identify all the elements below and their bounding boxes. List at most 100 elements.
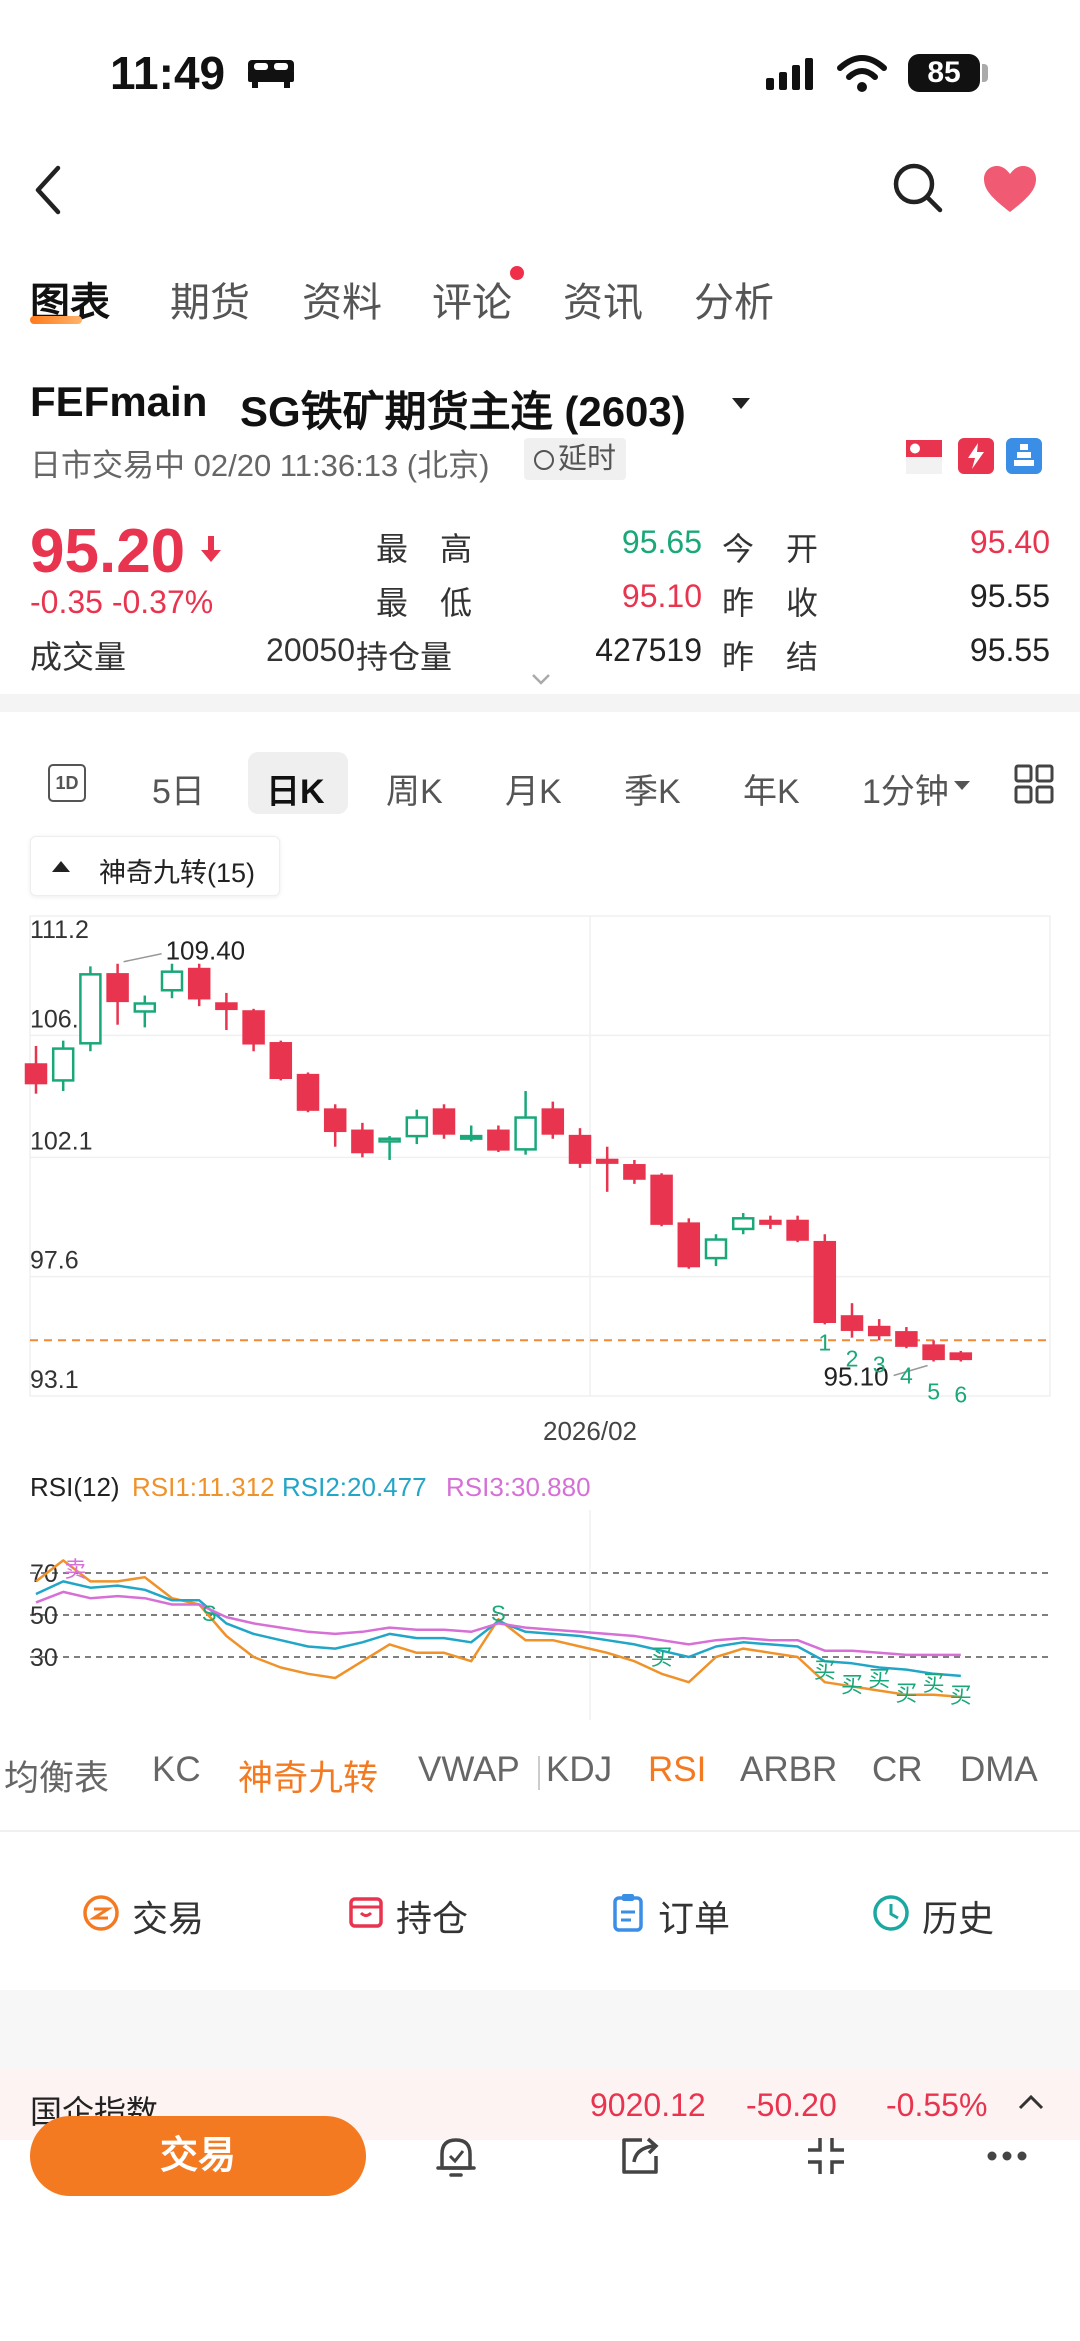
back-icon[interactable] [30,164,66,216]
price-alert-icon[interactable] [434,2134,478,2180]
tab-analysis[interactable]: 分析 [694,281,774,325]
tab-news[interactable]: 资讯 [563,281,643,325]
action-positions[interactable]: 持仓 [396,1898,469,1939]
grid-layout-icon[interactable] [1014,764,1054,804]
dropdown-caret-icon[interactable] [953,780,971,792]
candle-body [813,1240,837,1323]
nine-turn-label: 2 [846,1346,859,1372]
candle-body [840,1315,864,1331]
y-axis-label: 93.1 [30,1366,79,1394]
indicator-nine-turn[interactable]: 神奇九转 [238,1759,379,1798]
candle-body [568,1134,592,1164]
rsi-y-label: 30 [30,1644,58,1672]
instrument-name[interactable]: SG铁矿期货主连 (2603) [240,388,686,435]
candle-body [296,1073,320,1111]
nine-turn-label: 5 [927,1379,940,1405]
open-label: 今 开 [722,531,819,567]
share-icon[interactable] [618,2134,664,2178]
battery-indicator: 85 [908,54,980,92]
singapore-flag-icon [906,440,942,474]
candle-body [867,1325,891,1337]
rsi-y-label: 50 [30,1602,58,1630]
candle-body [51,1047,75,1082]
nine-turn-label: 1 [818,1329,831,1355]
indicator-tag-label: 神奇九转(15) [99,858,256,888]
indicator-cr[interactable]: CR [872,1750,923,1789]
period-5d[interactable]: 5日 [152,773,205,811]
candle-body [378,1137,401,1143]
status-time: 11:49 [110,47,226,99]
expand-chevron-icon[interactable] [530,672,552,686]
positions-icon[interactable] [348,1894,384,1930]
rsi-s-signal: S [491,1601,506,1626]
rsi-chart[interactable]: 705030卖S S买买买 买买买买 [0,1510,1080,1730]
indicator-rsi[interactable]: RSI [648,1750,707,1789]
indicator-kdj[interactable]: KDJ [546,1750,613,1789]
nine-turn-label: 6 [954,1382,967,1408]
indicator-vwap[interactable]: VWAP [418,1750,520,1789]
period-minute[interactable]: 1分钟 [862,773,949,811]
lightning-badge-icon [958,438,994,474]
period-month[interactable]: 月K [505,773,562,811]
section-spacer [0,1990,1080,2070]
candle-body [79,973,102,1045]
search-icon[interactable] [892,162,944,214]
candle-body [677,1222,701,1268]
candle-body [541,1108,565,1135]
orders-icon[interactable] [612,1892,644,1932]
rsi-buy-signal: 买 [950,1683,972,1708]
y-axis-label: 97.6 [30,1247,79,1275]
indicator-arbr[interactable]: ARBR [740,1750,838,1789]
period-year[interactable]: 年K [743,773,800,811]
indicator-dma[interactable]: DMA [960,1750,1038,1789]
last-price: 95.20 [30,517,186,586]
period-1d[interactable]: 1D [48,764,86,802]
favorite-heart-icon[interactable] [982,164,1038,214]
indicator-kc[interactable]: KC [152,1750,201,1789]
chevron-up-icon[interactable] [1018,2094,1044,2110]
candlestick-chart[interactable]: 111.2106.7102.197.693.12026/02109.4095.1… [0,880,1080,1460]
candle-body [323,1108,347,1133]
candle-body [432,1108,456,1135]
rsi-buy-signal: 买 [868,1667,890,1692]
rsi2-legend: RSI2:20.477 [282,1472,427,1502]
action-orders[interactable]: 订单 [658,1898,731,1939]
section-divider [0,694,1080,712]
delay-label: 延时 [558,443,617,475]
y-axis-label: 111.2 [30,916,89,944]
tab-comments[interactable]: 评论 [432,281,512,325]
tab-futures[interactable]: 期货 [170,281,250,325]
candle-body [595,1158,619,1164]
prev-settle-value: 95.55 [969,632,1050,668]
collapse-caret-icon[interactable] [51,859,71,873]
period-quarter[interactable]: 季K [624,773,681,811]
candle-body [459,1134,483,1140]
chevron-down-icon[interactable] [730,396,752,412]
trade-button[interactable]: 交易 [30,2116,366,2196]
instrument-symbol: FEFmain [30,378,208,425]
price-change: -0.35 -0.37% [30,584,214,620]
candle-body [922,1344,945,1361]
active-tab-underline [30,316,82,324]
chart-frame [29,915,1051,1397]
candle-body [160,970,184,992]
collapse-fullscreen-icon[interactable] [804,2134,848,2178]
bed-icon [248,60,294,88]
action-history[interactable]: 历史 [922,1898,995,1939]
candle-body [187,967,211,1000]
candle-body [133,1002,157,1013]
period-day[interactable]: 日K [266,773,325,811]
history-icon[interactable] [872,1894,910,1932]
indicator-ichimoku[interactable]: 均衡表 [4,1759,110,1798]
more-icon[interactable] [986,2150,1028,2162]
period-week[interactable]: 周K [386,773,443,811]
rsi-title: RSI(12) [30,1472,120,1502]
indicator-tag[interactable]: 神奇九转(15) [30,836,280,896]
low-annotation: 95.10 [824,1362,889,1392]
trade-icon[interactable] [82,1894,120,1932]
candle-body [269,1042,293,1080]
action-trade[interactable]: 交易 [132,1898,205,1939]
y-axis-label: 102.1 [30,1127,93,1155]
tab-profile[interactable]: 资料 [302,281,382,325]
cellular-signal-icon [766,58,813,90]
